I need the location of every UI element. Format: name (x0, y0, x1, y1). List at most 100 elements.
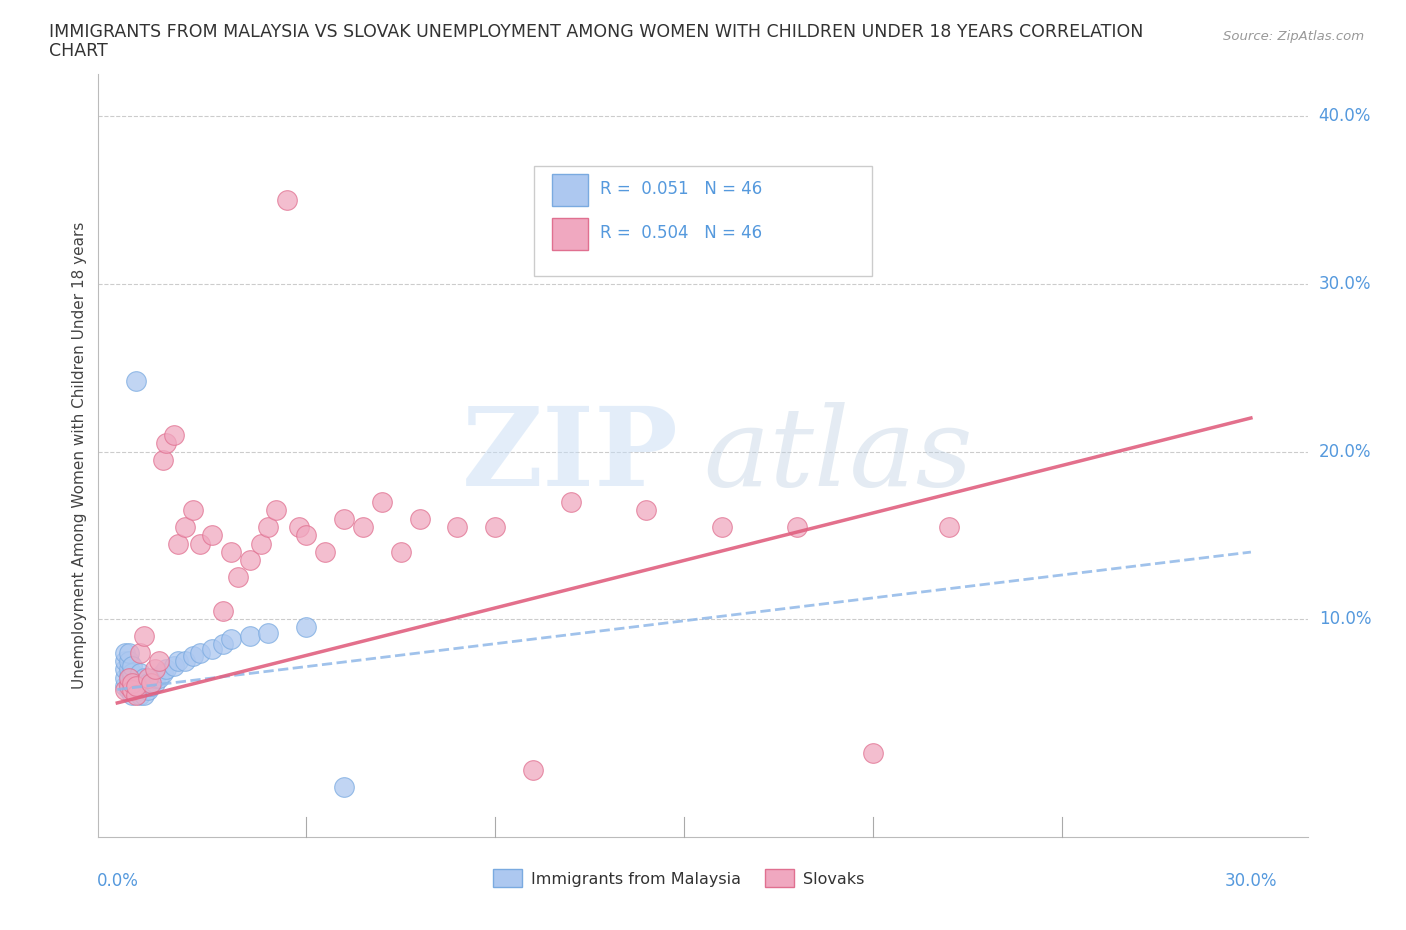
Point (118, 662, 141, 677)
Point (118, 654, 141, 669)
Point (118, 645, 141, 660)
Text: atlas: atlas (703, 402, 973, 510)
Point (560, 495, 582, 510)
Point (938, 520, 960, 535)
Point (389, 545, 412, 560)
Point (143, 662, 166, 677)
Point (352, 520, 374, 535)
Point (190, 537, 212, 551)
Point (121, 658, 143, 673)
Point (333, 512, 356, 526)
Point (141, 675, 163, 690)
Point (201, 528, 224, 543)
Point (257, 625, 280, 640)
Point (121, 687, 143, 702)
Point (212, 637, 235, 652)
Point (446, 520, 468, 535)
Point (132, 629, 155, 644)
Point (114, 654, 136, 669)
Point (295, 528, 318, 543)
Point (114, 645, 136, 660)
FancyBboxPatch shape (551, 218, 588, 250)
Point (129, 675, 152, 690)
Point (136, 671, 159, 685)
Text: 0.0%: 0.0% (97, 871, 138, 890)
Point (152, 665, 174, 680)
Point (125, 374, 148, 389)
Point (163, 658, 186, 673)
Point (239, 629, 262, 644)
Point (166, 537, 188, 551)
Point (226, 570, 249, 585)
Point (155, 435, 177, 450)
Point (276, 193, 298, 207)
Point (121, 675, 143, 690)
Point (114, 662, 136, 677)
Point (295, 620, 318, 635)
Point (114, 679, 136, 694)
Point (257, 520, 280, 535)
Point (129, 665, 152, 680)
Point (114, 682, 136, 697)
Text: 40.0%: 40.0% (1319, 107, 1371, 126)
Point (181, 503, 204, 518)
Point (121, 671, 143, 685)
Point (136, 682, 159, 697)
Point (786, 520, 808, 535)
Text: ZIP: ZIP (463, 402, 679, 510)
Point (148, 654, 170, 669)
Point (219, 631, 242, 646)
Point (125, 682, 148, 697)
Point (522, 763, 544, 777)
Point (181, 648, 204, 663)
Text: CHART: CHART (49, 42, 108, 60)
Point (143, 671, 166, 685)
Point (118, 671, 141, 685)
Point (314, 545, 336, 560)
FancyBboxPatch shape (551, 174, 588, 206)
Text: 10.0%: 10.0% (1319, 610, 1371, 628)
Text: Source: ZipAtlas.com: Source: ZipAtlas.com (1223, 30, 1364, 43)
Point (132, 679, 155, 694)
Point (166, 654, 188, 669)
Point (132, 671, 155, 685)
Point (250, 537, 273, 551)
Point (264, 503, 287, 518)
Point (125, 679, 148, 694)
Point (152, 453, 174, 468)
Point (287, 520, 309, 535)
Text: IMMIGRANTS FROM MALAYSIA VS SLOVAK UNEMPLOYMENT AMONG WOMEN WITH CHILDREN UNDER : IMMIGRANTS FROM MALAYSIA VS SLOVAK UNEMP… (49, 23, 1143, 41)
Point (155, 662, 177, 677)
Point (129, 682, 152, 697)
Point (201, 642, 224, 657)
Point (190, 645, 212, 660)
Text: 30.0%: 30.0% (1225, 871, 1277, 890)
Point (132, 687, 155, 702)
Point (118, 682, 141, 697)
Point (121, 665, 143, 680)
Point (239, 553, 262, 568)
Point (174, 520, 197, 535)
Point (333, 779, 356, 794)
Point (219, 545, 242, 560)
Point (118, 679, 141, 694)
Point (212, 604, 235, 618)
Point (125, 687, 148, 702)
Text: R =  0.051   N = 46: R = 0.051 N = 46 (600, 179, 762, 198)
Point (163, 427, 186, 442)
Point (118, 669, 141, 684)
Text: R =  0.504   N = 46: R = 0.504 N = 46 (600, 224, 762, 242)
Point (129, 687, 152, 702)
Point (636, 503, 658, 518)
Point (408, 512, 430, 526)
Point (710, 520, 733, 535)
Text: 30.0%: 30.0% (1319, 275, 1371, 293)
Legend: Immigrants from Malaysia, Slovaks: Immigrants from Malaysia, Slovaks (486, 863, 872, 894)
Point (141, 679, 163, 694)
Point (484, 520, 506, 535)
Point (862, 746, 884, 761)
Point (136, 675, 159, 690)
Point (121, 679, 143, 694)
Point (121, 682, 143, 697)
Point (129, 645, 152, 660)
